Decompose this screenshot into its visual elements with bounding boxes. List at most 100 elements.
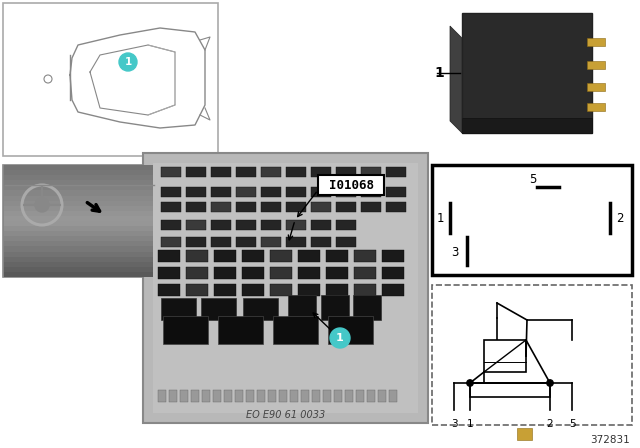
Bar	[214, 250, 236, 262]
Bar	[246, 390, 254, 402]
Bar	[470, 383, 550, 397]
Bar	[4, 236, 155, 241]
Bar	[186, 284, 208, 296]
Text: 5: 5	[569, 419, 575, 429]
Bar	[4, 226, 155, 231]
Bar	[186, 202, 206, 212]
Bar	[386, 167, 406, 177]
Bar	[354, 284, 376, 296]
Bar	[186, 220, 206, 230]
Circle shape	[451, 412, 458, 418]
Bar	[243, 298, 278, 320]
Bar	[311, 167, 331, 177]
Bar	[286, 187, 306, 197]
Bar	[356, 390, 364, 402]
Bar	[4, 246, 155, 251]
Bar	[367, 390, 375, 402]
Bar	[298, 267, 320, 279]
Bar	[4, 190, 155, 195]
Bar	[3, 3, 218, 156]
Bar	[382, 267, 404, 279]
Bar	[587, 83, 605, 91]
Text: 3: 3	[451, 246, 459, 258]
Bar	[4, 251, 155, 257]
Bar	[286, 167, 306, 177]
Bar	[432, 285, 632, 425]
Circle shape	[119, 53, 137, 71]
Bar	[214, 267, 236, 279]
Bar	[261, 202, 281, 212]
Bar	[290, 390, 298, 402]
Bar	[378, 390, 386, 402]
Text: I01068: I01068	[328, 178, 374, 191]
Bar	[163, 316, 208, 344]
Bar	[186, 187, 206, 197]
Bar	[211, 220, 231, 230]
Bar	[270, 267, 292, 279]
Bar	[143, 153, 428, 423]
Bar	[161, 187, 181, 197]
Bar	[587, 103, 605, 111]
Bar	[361, 187, 381, 197]
Bar	[4, 256, 155, 262]
Bar	[336, 187, 356, 197]
Bar	[311, 187, 331, 197]
Bar	[261, 167, 281, 177]
Bar	[462, 13, 592, 133]
Bar	[361, 167, 381, 177]
Bar	[382, 250, 404, 262]
Bar	[236, 167, 256, 177]
Bar	[326, 267, 348, 279]
Bar	[301, 390, 309, 402]
Bar	[211, 202, 231, 212]
Bar	[158, 390, 166, 402]
Bar	[273, 316, 318, 344]
Text: 5: 5	[529, 172, 536, 185]
Bar	[191, 390, 199, 402]
Bar	[286, 237, 306, 247]
Bar	[236, 187, 256, 197]
Bar	[158, 250, 180, 262]
Bar	[236, 202, 256, 212]
Bar	[353, 295, 381, 320]
Bar	[242, 284, 264, 296]
Bar	[161, 202, 181, 212]
Bar	[4, 261, 155, 267]
Bar	[161, 167, 181, 177]
Bar	[311, 202, 331, 212]
Bar	[432, 165, 632, 275]
Bar	[386, 187, 406, 197]
Bar	[169, 390, 177, 402]
Bar	[587, 38, 605, 46]
Bar	[211, 167, 231, 177]
Bar	[214, 284, 236, 296]
Bar	[334, 390, 342, 402]
Bar	[286, 202, 306, 212]
Bar	[4, 195, 155, 201]
Bar	[336, 202, 356, 212]
Bar	[345, 390, 353, 402]
Bar	[311, 237, 331, 247]
Bar	[517, 428, 532, 440]
Bar	[201, 298, 236, 320]
Bar	[224, 390, 232, 402]
Bar	[462, 118, 592, 133]
Bar	[186, 267, 208, 279]
Bar	[4, 220, 155, 226]
Text: 1: 1	[336, 333, 344, 343]
Bar	[318, 175, 384, 195]
Bar	[261, 237, 281, 247]
Bar	[4, 185, 155, 190]
Bar	[161, 220, 181, 230]
Bar	[354, 267, 376, 279]
Bar	[4, 170, 155, 175]
Bar	[4, 215, 155, 221]
Bar	[4, 271, 155, 277]
Bar	[4, 175, 155, 180]
Bar	[161, 237, 181, 247]
Bar	[4, 205, 155, 211]
Circle shape	[330, 328, 350, 348]
Text: 2: 2	[547, 419, 554, 429]
Bar	[268, 390, 276, 402]
Bar	[326, 284, 348, 296]
